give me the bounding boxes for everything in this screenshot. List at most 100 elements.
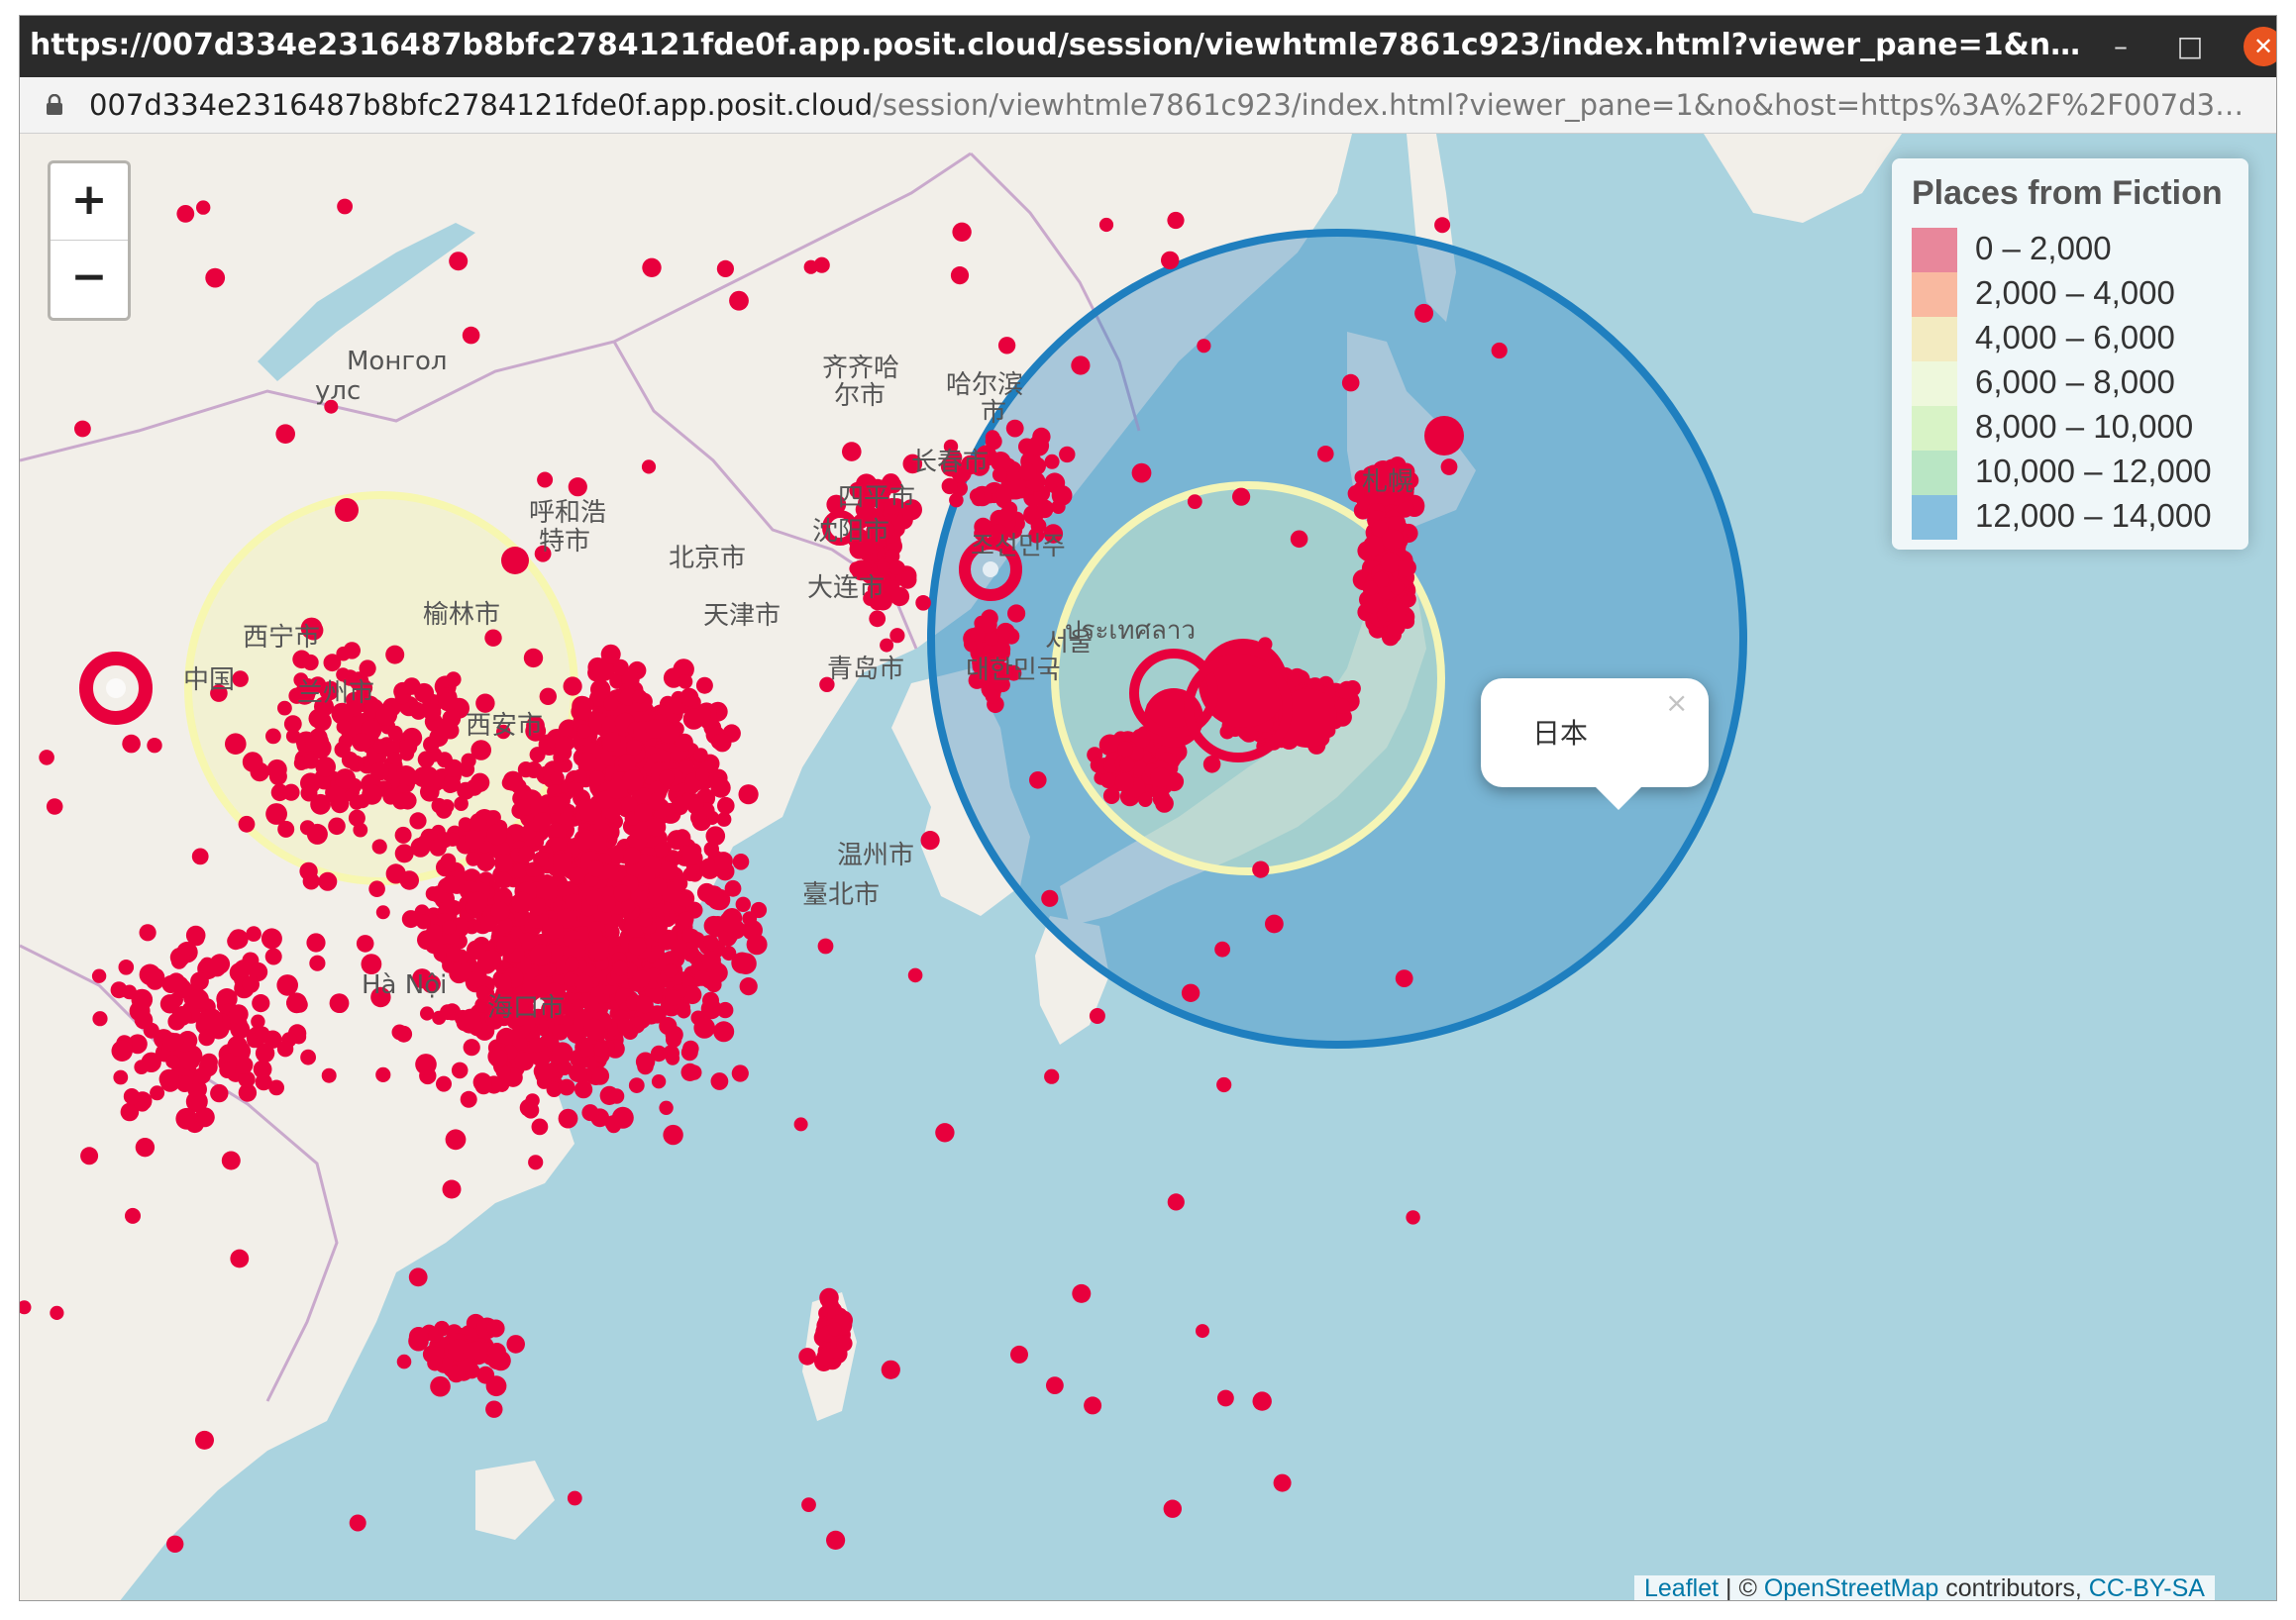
- place-marker[interactable]: [198, 1029, 215, 1047]
- place-marker[interactable]: [1424, 416, 1464, 456]
- place-marker[interactable]: [230, 1019, 251, 1040]
- osm-link[interactable]: OpenStreetMap: [1763, 1574, 1939, 1601]
- place-marker[interactable]: [146, 967, 165, 987]
- place-marker[interactable]: [484, 629, 502, 647]
- place-marker[interactable]: [694, 969, 710, 986]
- place-marker[interactable]: [236, 1058, 253, 1074]
- place-marker[interactable]: [445, 1129, 467, 1151]
- place-marker[interactable]: [573, 768, 587, 783]
- place-marker[interactable]: [512, 862, 528, 878]
- place-marker[interactable]: [632, 689, 647, 704]
- place-marker[interactable]: [470, 740, 492, 760]
- place-marker[interactable]: [703, 935, 719, 950]
- place-marker[interactable]: [171, 1006, 192, 1026]
- place-marker[interactable]: [565, 893, 582, 911]
- place-marker[interactable]: [1084, 1396, 1102, 1415]
- place-marker[interactable]: [519, 932, 537, 950]
- place-marker[interactable]: [682, 866, 697, 882]
- place-marker[interactable]: [989, 674, 1005, 691]
- place-marker[interactable]: [441, 875, 460, 894]
- leaflet-map[interactable]: Монгол улс 齐齐哈 尔市 哈尔滨市长春市 四平市 呼和浩 特市 沈阳市 北京市 大连市 天津…: [20, 134, 2277, 1601]
- place-marker[interactable]: [343, 642, 361, 659]
- place-marker[interactable]: [900, 499, 923, 521]
- place-marker[interactable]: [565, 957, 579, 972]
- place-marker[interactable]: [308, 708, 328, 729]
- place-marker[interactable]: [401, 768, 419, 786]
- place-marker[interactable]: [268, 767, 287, 786]
- place-marker[interactable]: [1131, 759, 1148, 776]
- place-marker[interactable]: [394, 689, 410, 705]
- place-marker[interactable]: [506, 1335, 525, 1354]
- place-marker[interactable]: [999, 505, 1017, 522]
- place-marker[interactable]: [50, 1305, 64, 1320]
- place-marker[interactable]: [490, 901, 510, 921]
- place-marker[interactable]: [445, 759, 464, 777]
- place-marker[interactable]: [446, 946, 463, 962]
- place-marker[interactable]: [414, 682, 435, 703]
- place-marker[interactable]: [581, 1104, 599, 1122]
- popup-close-button[interactable]: ×: [1665, 686, 1689, 719]
- place-marker[interactable]: [428, 1328, 443, 1343]
- place-marker[interactable]: [658, 861, 678, 880]
- place-marker[interactable]: [601, 732, 621, 752]
- place-marker[interactable]: [991, 452, 1011, 472]
- place-marker[interactable]: [590, 1066, 610, 1085]
- place-marker[interactable]: [309, 955, 326, 971]
- zoom-in-button[interactable]: +: [51, 163, 128, 241]
- place-marker[interactable]: [165, 1055, 180, 1069]
- place-marker[interactable]: [1406, 1210, 1420, 1225]
- place-marker[interactable]: [1362, 465, 1381, 485]
- place-marker[interactable]: [867, 570, 883, 586]
- place-marker[interactable]: [827, 1322, 842, 1337]
- place-marker[interactable]: [880, 638, 894, 653]
- place-marker[interactable]: [335, 768, 357, 790]
- place-marker[interactable]: [617, 1018, 633, 1035]
- place-marker[interactable]: [571, 701, 591, 722]
- place-marker[interactable]: [641, 459, 657, 474]
- place-marker[interactable]: [246, 926, 261, 942]
- place-marker[interactable]: [1130, 728, 1151, 749]
- place-marker[interactable]: [628, 937, 647, 956]
- place-marker[interactable]: [238, 1083, 258, 1102]
- place-marker[interactable]: [74, 420, 91, 438]
- place-marker[interactable]: [548, 796, 567, 815]
- place-marker[interactable]: [494, 973, 512, 992]
- place-marker[interactable]: [907, 967, 923, 983]
- place-marker[interactable]: [485, 1400, 503, 1418]
- place-marker[interactable]: [1032, 427, 1051, 447]
- place-marker[interactable]: [371, 839, 387, 855]
- place-marker[interactable]: [876, 520, 895, 540]
- place-marker[interactable]: [651, 1074, 667, 1089]
- place-marker[interactable]: [302, 654, 319, 671]
- place-marker[interactable]: [323, 654, 342, 672]
- place-marker[interactable]: [1071, 355, 1091, 375]
- place-marker[interactable]: [1167, 211, 1185, 230]
- place-marker[interactable]: [889, 586, 910, 607]
- place-marker[interactable]: [486, 1319, 505, 1338]
- place-marker[interactable]: [710, 1072, 729, 1090]
- place-marker[interactable]: [528, 897, 546, 916]
- place-marker[interactable]: [1117, 741, 1134, 758]
- place-marker[interactable]: [300, 617, 323, 640]
- place-marker[interactable]: [166, 1535, 184, 1554]
- place-marker[interactable]: [888, 559, 904, 575]
- place-marker[interactable]: [465, 829, 485, 850]
- place-marker[interactable]: [579, 799, 602, 822]
- place-marker[interactable]: [574, 1080, 593, 1099]
- place-marker[interactable]: [585, 889, 603, 906]
- place-marker[interactable]: [851, 559, 872, 581]
- place-marker[interactable]: [277, 820, 295, 838]
- place-marker[interactable]: [401, 910, 420, 929]
- place-marker[interactable]: [997, 337, 1016, 354]
- place-marker[interactable]: [682, 1040, 699, 1058]
- place-marker[interactable]: [1361, 591, 1383, 614]
- place-marker[interactable]: [139, 924, 157, 942]
- place-marker[interactable]: [375, 905, 390, 920]
- place-marker[interactable]: [525, 1093, 540, 1108]
- place-marker[interactable]: [170, 953, 187, 969]
- place-marker[interactable]: [1181, 983, 1200, 1002]
- place-marker[interactable]: [836, 1335, 853, 1352]
- place-marker[interactable]: [476, 1366, 495, 1384]
- place-marker[interactable]: [191, 848, 209, 865]
